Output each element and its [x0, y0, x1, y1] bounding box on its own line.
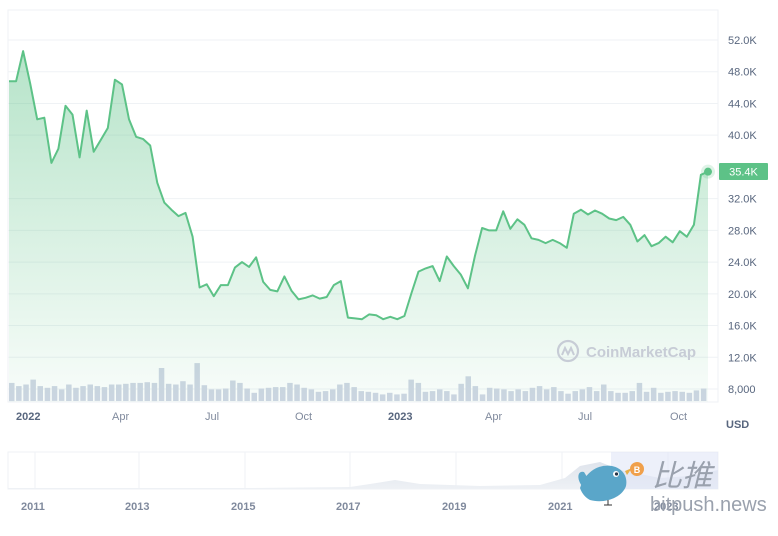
price-area-fill [9, 51, 708, 402]
navigator-tick-label: 2021 [548, 501, 572, 513]
navigator-tick-label: 2011 [21, 501, 45, 513]
x-tick-label: Apr [112, 411, 129, 423]
y-tick-label: 40.0K [728, 130, 757, 142]
x-tick-label: Jul [578, 411, 592, 423]
x-tick-label: Apr [485, 411, 502, 423]
navigator-tick-label: 2013 [125, 501, 149, 513]
x-tick-label: 2023 [388, 411, 412, 423]
y-tick-label: 32.0K [728, 194, 757, 206]
watermark-text: CoinMarketCap [586, 344, 696, 361]
bird-mascot-icon [578, 465, 632, 506]
current-price-label: 35.4K [729, 167, 758, 179]
navigator-tick-label: 2023 [654, 501, 678, 513]
x-tick-label: Oct [670, 411, 687, 423]
bitcoin-coin-icon: B [630, 462, 644, 476]
navigator-ticks: 2011 2013 2015 2017 2019 2021 2023 [21, 501, 678, 513]
current-price-dot[interactable] [704, 167, 712, 176]
navigator-tick-label: 2019 [442, 501, 466, 513]
bitpush-cn-text: 比推 [652, 460, 715, 493]
bitpush-overlay: B 比推 bitpush.news [578, 460, 767, 516]
x-axis-ticks: 2022 Apr Jul Oct 2023 Apr Jul Oct [16, 411, 687, 423]
x-tick-label: Jul [205, 411, 219, 423]
y-tick-label: 12.0K [728, 352, 757, 364]
y-tick-label: 52.0K [728, 35, 757, 47]
x-tick-label: Oct [295, 411, 312, 423]
current-price-tag: 35.4K [719, 163, 768, 180]
price-line [9, 50, 709, 321]
y-tick-label: 20.0K [728, 289, 757, 301]
svg-text:B: B [634, 465, 641, 475]
x-tick-label: 2022 [16, 411, 40, 423]
y-tick-label: 48.0K [728, 67, 757, 79]
y-axis-ticks: 52.0K 48.0K 44.0K 40.0K 32.0K 28.0K 24.0K 20.0K… [728, 35, 757, 396]
navigator-tick-label: 2017 [336, 501, 360, 513]
coinmarketcap-logo-mark [561, 345, 575, 357]
coinmarketcap-logo-icon [556, 339, 580, 363]
bitpush-site-text: bitpush.news [650, 494, 767, 516]
y-tick-label: 24.0K [728, 257, 757, 269]
y-tick-label: 8,000 [728, 384, 756, 396]
coinmarketcap-watermark: CoinMarketCap [556, 339, 696, 363]
y-tick-label: 16.0K [728, 321, 757, 333]
y-tick-label: 28.0K [728, 225, 757, 237]
y-tick-label: 44.0K [728, 98, 757, 110]
currency-label: USD [726, 419, 749, 431]
navigator-tick-label: 2015 [231, 501, 255, 513]
